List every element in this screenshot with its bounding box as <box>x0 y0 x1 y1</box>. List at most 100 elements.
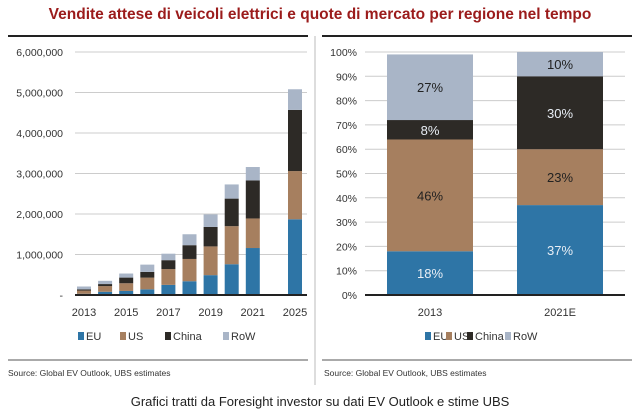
bar-row-2025 <box>288 89 302 110</box>
bar-eu-2015 <box>119 290 134 295</box>
bar-us-2013 <box>77 290 91 294</box>
y-tick-label: 6,000,000 <box>16 47 63 59</box>
bar-china-2013 <box>387 120 473 140</box>
bar-us-2019 <box>203 246 218 276</box>
bar-row-2013 <box>77 286 91 290</box>
data-label: 23% <box>547 170 573 185</box>
bar-eu-2018 <box>182 281 197 295</box>
bar-eu-2013 <box>387 251 473 295</box>
bar-us-2020 <box>224 226 239 265</box>
source-note-left: Source: Global EV Outlook, UBS estimates <box>8 368 171 378</box>
bar-row-2015 <box>119 273 134 278</box>
x-tick-label: 2021 <box>241 307 265 319</box>
bar-china-2015 <box>119 277 134 284</box>
x-tick-label: 2017 <box>156 307 180 319</box>
bar-eu-2021 <box>245 248 260 295</box>
bar-eu-2017 <box>161 284 176 295</box>
y-tick-label: 80% <box>336 96 357 108</box>
bar-row-2021E <box>517 52 603 77</box>
bar-china-2017 <box>161 260 176 270</box>
legend-swatch-eu <box>425 332 431 340</box>
bar-eu-2020 <box>224 264 239 295</box>
bar-eu-2019 <box>203 275 218 295</box>
bar-china-2014 <box>98 284 113 287</box>
legend-swatch-china <box>467 332 473 340</box>
y-tick-label: 90% <box>336 71 357 83</box>
legend-swatch-china <box>165 332 171 340</box>
legend-swatch-eu <box>78 332 84 340</box>
x-tick-label: 2019 <box>198 307 222 319</box>
legend-label-us: US <box>454 331 469 343</box>
y-tick-label: 5,000,000 <box>16 88 63 100</box>
bar-china-2020 <box>224 198 239 227</box>
bar-china-2016 <box>140 271 155 278</box>
caption: Grafici tratti da Foresight investor su … <box>130 394 510 409</box>
legend-swatch-row <box>223 332 229 340</box>
x-tick-label: 2021E <box>544 307 576 319</box>
bar-us-2013 <box>387 139 473 252</box>
bar-us-2018 <box>182 258 197 282</box>
bar-china-2021E <box>517 76 603 150</box>
bar-eu-2025 <box>288 219 302 295</box>
y-tick-label: 50% <box>336 169 357 181</box>
bar-china-2018 <box>182 245 197 259</box>
legend-swatch-row <box>505 332 511 340</box>
y-tick-label: 1,000,000 <box>16 250 63 262</box>
bar-row-2014 <box>98 280 113 285</box>
y-tick-label: 70% <box>336 120 357 132</box>
legend-label-us: US <box>128 331 143 343</box>
data-label: 27% <box>417 80 443 95</box>
legend-swatch-us <box>446 332 452 340</box>
bar-china-2019 <box>203 226 218 247</box>
data-label: 30% <box>547 106 573 121</box>
y-tick-label: - <box>60 290 64 302</box>
x-tick-label: 2013 <box>72 307 96 319</box>
legend-label-eu: EU <box>86 331 101 343</box>
data-label: 18% <box>417 266 443 281</box>
y-tick-label: 30% <box>336 217 357 229</box>
data-label: 8% <box>421 123 440 138</box>
x-tick-label: 2025 <box>283 307 307 319</box>
y-tick-label: 10% <box>336 266 357 278</box>
data-label: 10% <box>547 57 573 72</box>
legend-label-china: China <box>475 331 505 343</box>
y-tick-label: 0% <box>342 290 357 302</box>
bar-eu-2014 <box>98 291 113 295</box>
legend-label-row: RoW <box>231 331 256 343</box>
bar-us-2021E <box>517 149 603 206</box>
y-tick-label: 2,000,000 <box>16 209 63 221</box>
bar-row-2017 <box>161 253 176 261</box>
y-tick-label: 100% <box>330 47 357 59</box>
bar-china-2013 <box>77 289 91 291</box>
legend-swatch-us <box>120 332 126 340</box>
y-tick-label: 20% <box>336 241 357 253</box>
bar-china-2025 <box>288 109 302 172</box>
y-tick-label: 4,000,000 <box>16 128 63 140</box>
bar-row-2013 <box>387 54 473 121</box>
bar-row-2019 <box>203 214 218 227</box>
legend-label-row: RoW <box>513 331 538 343</box>
y-tick-label: 40% <box>336 193 357 205</box>
bar-us-2016 <box>140 277 155 290</box>
bar-us-2014 <box>98 286 113 292</box>
legend-label-eu: EU <box>433 331 448 343</box>
bar-row-2020 <box>224 184 239 199</box>
bar-us-2025 <box>288 171 302 220</box>
y-tick-label: 3,000,000 <box>16 169 63 181</box>
bar-china-2021 <box>245 180 260 219</box>
data-label: 37% <box>547 243 573 258</box>
source-note-right: Source: Global EV Outlook, UBS estimates <box>324 368 487 378</box>
x-tick-label: 2013 <box>418 307 442 319</box>
bar-us-2015 <box>119 283 134 291</box>
legend-label-china: China <box>173 331 203 343</box>
y-tick-label: 60% <box>336 144 357 156</box>
data-label: 46% <box>417 188 443 203</box>
page-title: Vendite attese di veicoli elettrici e qu… <box>48 6 592 23</box>
bar-row-2021 <box>245 167 260 181</box>
bar-row-2016 <box>140 264 155 272</box>
x-tick-label: 2015 <box>114 307 138 319</box>
bar-eu-2016 <box>140 289 155 295</box>
bar-us-2017 <box>161 269 176 285</box>
bar-row-2018 <box>182 234 197 246</box>
